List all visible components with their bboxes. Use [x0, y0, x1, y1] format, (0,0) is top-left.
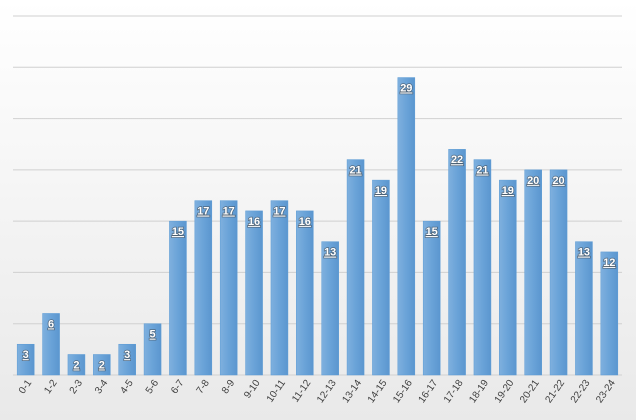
- bar: [16, 343, 35, 376]
- bar: [169, 220, 187, 376]
- value-label: 17: [273, 206, 285, 218]
- value-label: 20: [552, 175, 564, 187]
- bar: [372, 179, 390, 376]
- bar: [296, 210, 314, 376]
- value-label: 20: [527, 175, 539, 187]
- value-label: 21: [476, 165, 488, 177]
- bar: [143, 323, 162, 376]
- bar: [321, 241, 339, 376]
- value-label: 3: [23, 349, 29, 361]
- value-label: 12: [603, 257, 615, 269]
- bar: [219, 200, 238, 376]
- value-label: 17: [223, 206, 235, 218]
- value-label: 16: [299, 216, 311, 228]
- bar: [524, 169, 542, 376]
- bar: [42, 313, 60, 376]
- bar: [346, 159, 365, 376]
- value-label: 19: [502, 185, 514, 197]
- bar: [499, 179, 517, 376]
- bar: [93, 354, 111, 376]
- bar: [118, 343, 136, 376]
- value-label: 19: [375, 185, 387, 197]
- value-label: 22: [451, 154, 463, 166]
- bar: [575, 241, 593, 376]
- bar: [422, 220, 441, 376]
- value-label: 2: [73, 359, 79, 371]
- value-label: 5: [150, 329, 156, 341]
- bar: [549, 169, 568, 376]
- value-label: 21: [349, 165, 361, 177]
- value-label: 13: [324, 247, 336, 259]
- bar: [67, 354, 86, 376]
- value-label: 16: [248, 216, 260, 228]
- value-label: 15: [172, 226, 184, 238]
- value-label: 17: [197, 206, 209, 218]
- bar: [245, 210, 263, 376]
- bar: [448, 149, 466, 376]
- bar: [600, 251, 619, 376]
- value-label: 15: [426, 226, 438, 238]
- value-label: 3: [124, 349, 130, 361]
- bar: [194, 200, 213, 376]
- bar: [397, 77, 416, 376]
- value-label: 29: [400, 82, 412, 94]
- value-label: 2: [99, 359, 105, 371]
- bar: [270, 200, 289, 376]
- value-label: 6: [48, 318, 54, 330]
- bar: [473, 159, 492, 376]
- value-label: 13: [578, 247, 590, 259]
